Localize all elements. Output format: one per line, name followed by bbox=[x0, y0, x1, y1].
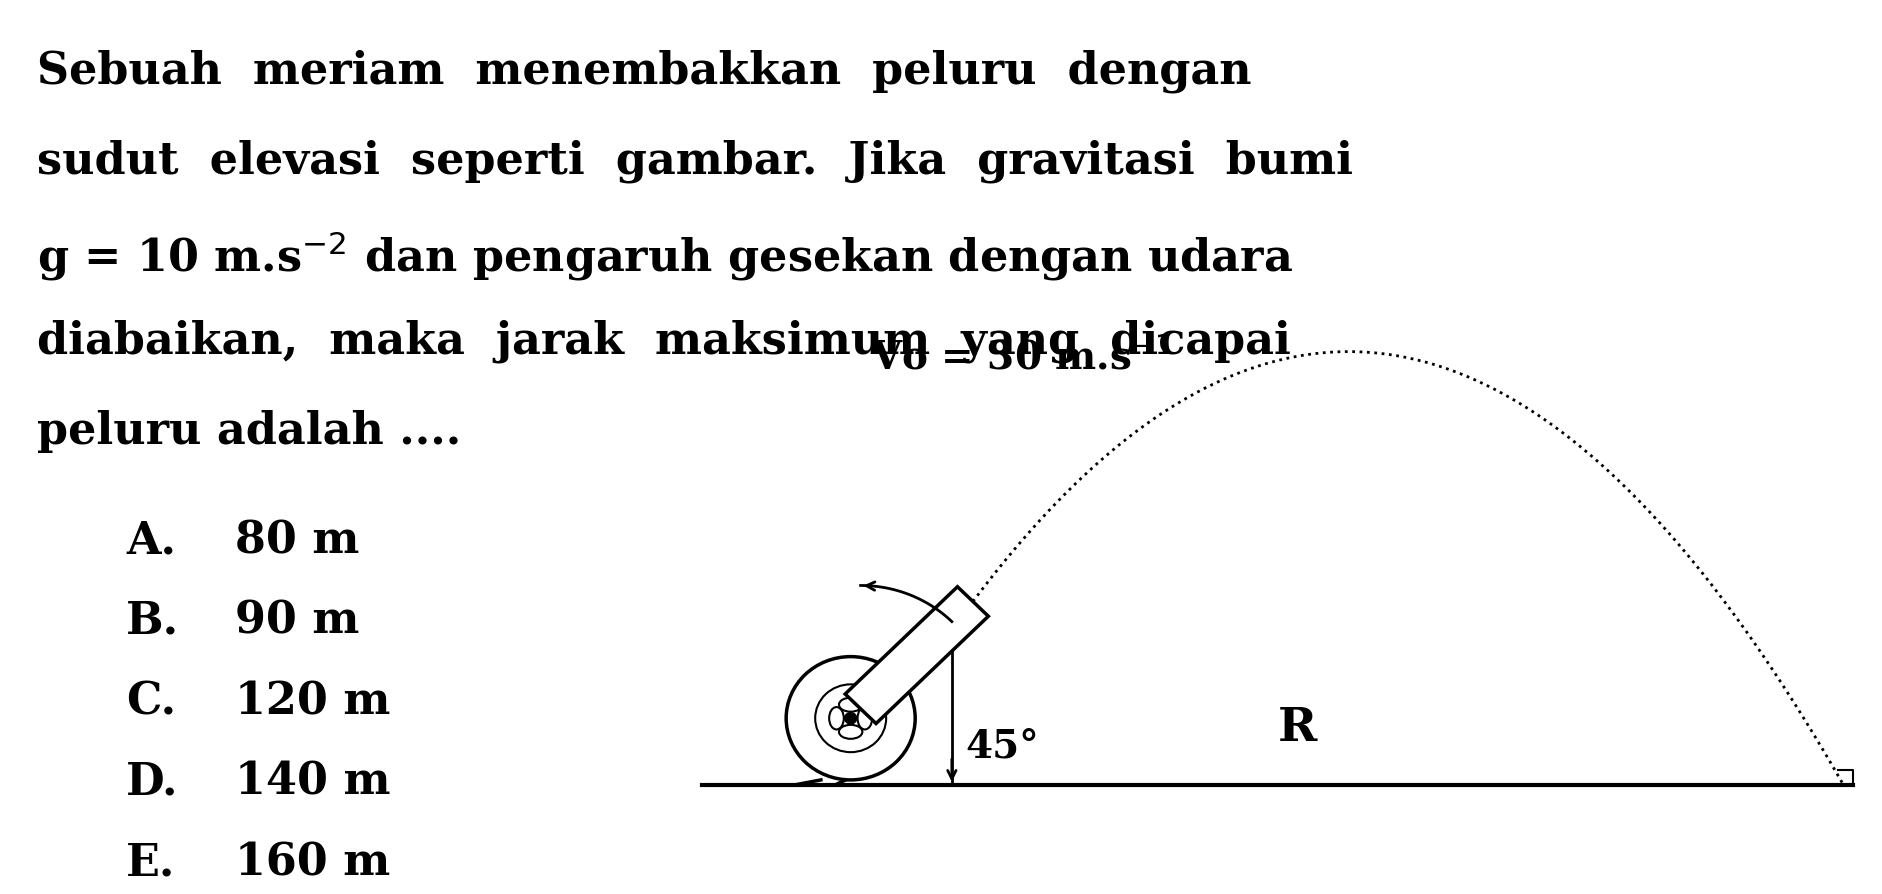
Text: C.: C. bbox=[126, 680, 177, 723]
Text: peluru adalah ....: peluru adalah .... bbox=[38, 410, 461, 453]
Polygon shape bbox=[845, 586, 988, 723]
Text: 140 m: 140 m bbox=[235, 761, 391, 804]
Text: D.: D. bbox=[126, 761, 179, 804]
Text: Vo = 30 m.s$^{-1}$: Vo = 30 m.s$^{-1}$ bbox=[869, 338, 1171, 377]
Text: 80 m: 80 m bbox=[235, 519, 359, 562]
Text: R: R bbox=[1278, 705, 1316, 752]
Text: 45°: 45° bbox=[965, 728, 1039, 766]
Text: diabaikan,  maka  jarak  maksimum  yang  dicapai: diabaikan, maka jarak maksimum yang dica… bbox=[38, 320, 1289, 364]
Circle shape bbox=[845, 713, 856, 724]
Text: g = 10 m.s$^{-2}$ dan pengaruh gesekan dengan udara: g = 10 m.s$^{-2}$ dan pengaruh gesekan d… bbox=[38, 230, 1293, 283]
Text: E.: E. bbox=[126, 841, 175, 884]
Text: 90 m: 90 m bbox=[235, 600, 359, 643]
Text: A.: A. bbox=[126, 519, 175, 562]
Text: B.: B. bbox=[126, 600, 179, 643]
Text: Sebuah  meriam  menembakkan  peluru  dengan: Sebuah meriam menembakkan peluru dengan bbox=[38, 50, 1250, 93]
Text: 160 m: 160 m bbox=[235, 841, 390, 884]
Circle shape bbox=[787, 656, 915, 780]
Text: 120 m: 120 m bbox=[235, 680, 390, 723]
Text: sudut  elevasi  seperti  gambar.  Jika  gravitasi  bumi: sudut elevasi seperti gambar. Jika gravi… bbox=[38, 139, 1351, 183]
